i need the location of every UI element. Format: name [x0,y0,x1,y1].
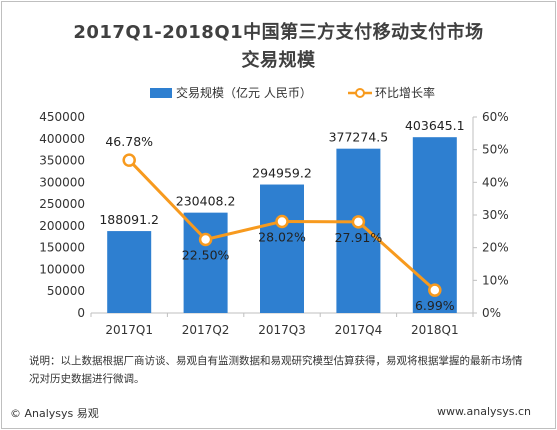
y-left-tick-label: 50000 [47,284,85,298]
y-left-tick-label: 400000 [39,132,85,146]
y-right-tick-label: 30% [482,208,509,222]
legend-bar-swatch [150,88,172,98]
x-tick-label: 2017Q2 [182,323,230,337]
chart-subtitle: 交易规模 [241,50,316,71]
x-tick-label: 2018Q1 [411,323,459,337]
y-left-tick-label: 250000 [39,197,85,211]
growth-point [275,214,289,229]
growth-point [122,153,136,167]
bar-data-label: 230408.2 [176,194,236,209]
y-right-tick-label: 60% [482,110,509,124]
y-left-tick-label: 450000 [39,110,85,124]
growth-data-label: 27.91% [335,230,383,245]
growth-data-label: 28.02% [258,229,306,244]
x-tick-label: 2017Q3 [258,323,306,337]
y-right-tick-label: 40% [482,175,509,189]
growth-point [428,283,442,297]
bar [336,148,381,313]
chart-note: 说明：以上数据根据厂商访谈、易观自有监测数据和易观研究模型估算获得，易观将根据掌… [29,355,523,385]
growth-point [351,215,366,229]
y-left-tick-label: 200000 [39,219,85,233]
legend-line-label: 环比增长率 [375,86,436,100]
y-right-tick-label: 20% [482,241,509,255]
legend-line: 环比增长率 [347,84,435,101]
bar-data-label: 294959.2 [252,166,312,181]
bar-data-label: 403645.1 [405,118,465,133]
chart-title: 2017Q1-2018Q1中国第三方支付移动支付市场 [73,22,484,43]
footer-copyright: © Analysys 易观 [10,407,99,420]
x-tick-label: 2017Q1 [105,323,153,337]
y-right-tick-label: 10% [482,273,509,287]
y-right-tick-label: 0% [482,306,501,320]
y-left-tick-label: 0 [77,306,85,320]
bar [260,184,304,313]
legend-bar-label: 交易规模（亿元 人民币） [176,86,312,100]
y-left-tick-label: 350000 [39,154,85,168]
bar [183,212,228,313]
y-left-tick-label: 150000 [39,241,85,255]
y-right-tick-label: 50% [482,143,509,157]
y-left-tick-label: 300000 [39,175,85,189]
growth-point [198,232,213,247]
bar-data-label: 377274.5 [329,130,389,145]
legend-line-marker [348,88,372,98]
bar-data-label: 188091.2 [99,212,159,227]
growth-data-label: 22.50% [182,248,230,263]
y-left-tick-label: 100000 [39,262,85,276]
growth-data-label: 6.99% [415,298,455,313]
x-tick-label: 2017Q4 [335,323,383,337]
growth-data-label: 46.78% [105,134,153,149]
footer-website: www.analysys.cn [437,405,531,418]
legend-bar: 交易规模（亿元 人民币） [150,84,312,101]
chart-plot: 0 50000 100000 150000 200000 250000 300000 3500… [39,110,509,337]
bar [107,231,152,313]
